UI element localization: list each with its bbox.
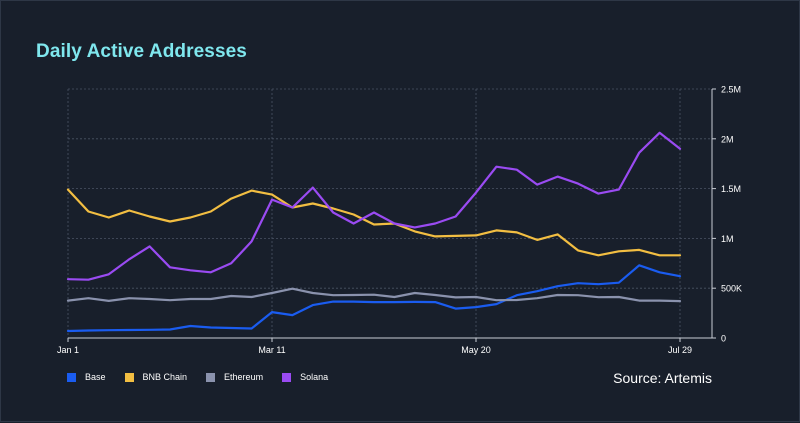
x-tick-label: Jul 29 — [668, 345, 692, 355]
legend-item-solana[interactable]: Solana — [282, 372, 328, 382]
x-tick-label: May 20 — [461, 345, 491, 355]
legend-swatch-solana — [282, 372, 292, 382]
legend-swatch-bnb-chain — [124, 372, 134, 382]
series-line-base — [66, 264, 682, 333]
chart-title: Daily Active Addresses — [36, 41, 247, 62]
x-tick-label: Mar 11 — [258, 345, 285, 355]
legend-label-ethereum: Ethereum — [224, 372, 264, 382]
legend-label-solana: Solana — [300, 372, 329, 382]
series-lines — [66, 131, 682, 333]
series-line-bnb-chain — [66, 188, 682, 257]
y-tick-label: 2.5M — [721, 85, 741, 95]
grid — [67, 88, 712, 338]
y-tick-label: 1.5M — [721, 184, 741, 194]
axes: 0 500K 1M 1.5M 2M 2.5M Jan 1 Mar 11 May 20 Jul 29 — [57, 85, 742, 356]
series-line-solana — [66, 131, 682, 281]
legend-item-ethereum[interactable]: Ethereum — [206, 372, 263, 382]
legend-label-base: Base — [85, 372, 106, 382]
legend-item-base[interactable]: Base — [67, 372, 106, 382]
y-tick-label: 500K — [721, 284, 742, 294]
source-label: Source: Artemis — [613, 370, 712, 386]
y-tick-label: 0 — [721, 334, 726, 344]
legend-item-bnb-chain[interactable]: BNB Chain — [124, 372, 188, 382]
legend-label-bnb-chain: BNB Chain — [142, 372, 188, 382]
legend-swatch-base — [67, 372, 76, 382]
y-tick-label: 1M — [721, 234, 734, 244]
x-tick-label: Jan 1 — [57, 345, 79, 355]
y-tick-label: 2M — [721, 134, 734, 144]
legend-swatch-ethereum — [206, 372, 216, 382]
series-line-ethereum — [66, 287, 682, 303]
legend: Base BNB Chain Ethereum Solana — [67, 372, 347, 382]
